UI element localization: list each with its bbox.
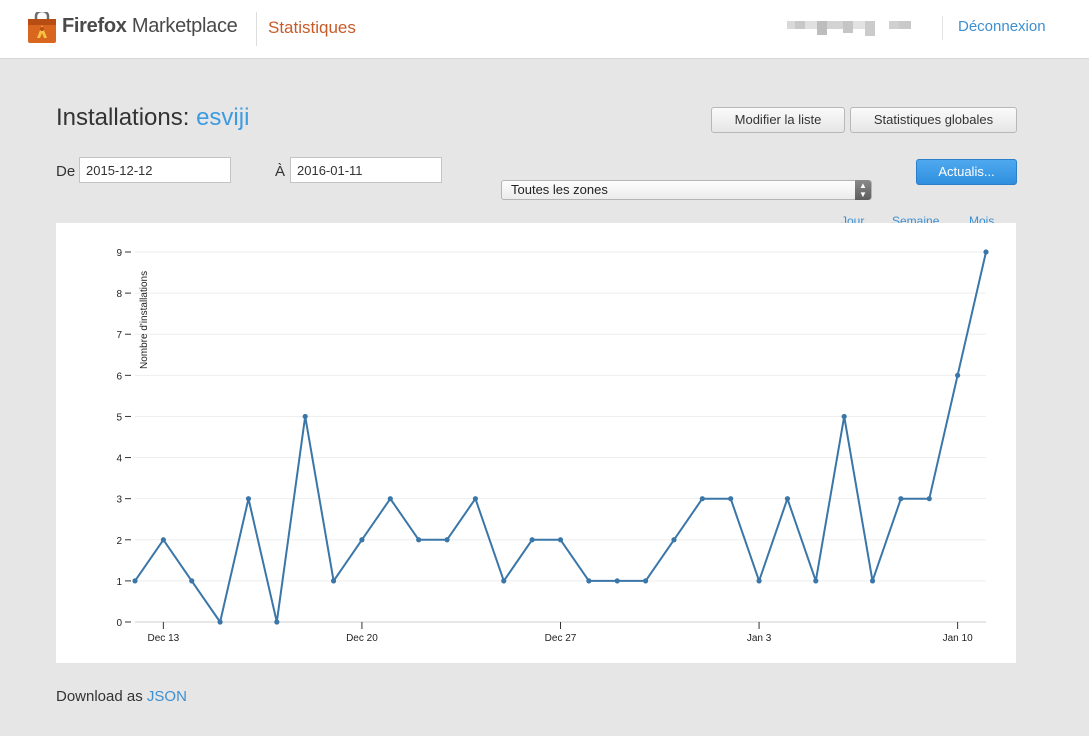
header-divider-right	[942, 16, 943, 40]
data-point	[926, 496, 932, 502]
edit-list-button[interactable]: Modifier la liste	[711, 107, 845, 133]
data-point	[416, 537, 422, 543]
data-point	[586, 578, 592, 584]
y-tick-label: 9	[116, 248, 122, 259]
y-axis-label: Nombre d'installations	[139, 271, 150, 369]
download-section: Download as JSON	[56, 688, 187, 705]
brand-name[interactable]: Firefox Marketplace	[62, 15, 238, 38]
to-label: À	[275, 163, 286, 180]
from-label: De	[56, 163, 76, 180]
data-point	[302, 413, 308, 420]
installs-chart-panel: 0 1 2 3 4 5 6 7 8 9 Nombre d'installations Dec 13 De…	[56, 223, 1016, 663]
series-line	[134, 251, 987, 623]
data-point	[217, 619, 223, 625]
region-select-value: Toutes les zones	[511, 182, 608, 197]
data-point	[245, 496, 252, 502]
data-point	[359, 537, 365, 543]
page-title: Installations: esviji	[56, 104, 249, 132]
download-prefix: Download as	[56, 688, 147, 705]
data-point	[869, 578, 876, 584]
marketplace-bag-icon[interactable]	[26, 12, 58, 44]
region-select[interactable]: Toutes les zones ▲ ▼	[501, 180, 872, 200]
x-tick-label: Dec 13	[148, 633, 180, 644]
data-point	[728, 496, 734, 502]
section-title[interactable]: Statistiques	[268, 18, 356, 37]
data-point	[387, 496, 393, 502]
brand-bold: Firefox	[62, 15, 127, 37]
data-point	[614, 578, 620, 584]
y-tick-label: 0	[116, 618, 122, 629]
to-date-field[interactable]: 2016-01-11	[290, 157, 442, 183]
data-point	[983, 249, 989, 255]
title-prefix: Installations:	[56, 104, 197, 131]
data-point	[529, 537, 535, 543]
y-tick-label: 7	[116, 330, 122, 341]
x-tick-label: Jan 3	[747, 633, 772, 644]
y-tick-label: 8	[116, 289, 122, 300]
data-point	[189, 578, 195, 584]
data-point	[444, 537, 450, 543]
data-point	[784, 496, 791, 502]
data-point	[813, 578, 819, 584]
x-tick-label: Dec 20	[346, 633, 378, 644]
y-tick-label: 1	[116, 577, 122, 588]
installs-line-chart: 0 1 2 3 4 5 6 7 8 9 Nombre d'installations Dec 13 De…	[116, 248, 989, 644]
data-point	[756, 578, 762, 584]
data-point	[274, 619, 280, 625]
data-point	[557, 537, 564, 543]
data-point	[132, 578, 138, 584]
x-tick-label: Jan 10	[943, 633, 973, 644]
data-point	[955, 372, 961, 378]
update-button[interactable]: Actualis...	[916, 159, 1017, 185]
y-tick-label: 4	[116, 454, 122, 465]
data-point	[472, 496, 478, 502]
data-point	[501, 578, 507, 584]
data-point	[671, 537, 677, 543]
x-tick-label: Dec 27	[545, 633, 577, 644]
top-header: Firefox Marketplace Statistiques Déconne…	[0, 0, 1089, 59]
y-tick-label: 3	[116, 495, 122, 506]
data-point	[898, 496, 904, 502]
from-date-field[interactable]: 2015-12-12	[79, 157, 231, 183]
logout-link[interactable]: Déconnexion	[958, 18, 1046, 35]
brand-rest: Marketplace	[126, 15, 238, 37]
y-tick-label: 5	[116, 412, 122, 423]
y-tick-label: 2	[116, 536, 122, 547]
user-email-redacted	[787, 21, 927, 37]
select-arrows-icon[interactable]: ▲ ▼	[855, 180, 871, 200]
header-divider	[256, 12, 257, 46]
data-point	[643, 578, 649, 584]
global-stats-button[interactable]: Statistiques globales	[850, 107, 1017, 133]
data-point	[841, 413, 847, 420]
app-name-link[interactable]: esviji	[196, 104, 250, 131]
y-tick-label: 6	[116, 371, 122, 382]
data-point	[160, 537, 166, 543]
data-point	[699, 496, 705, 502]
download-json-link[interactable]: JSON	[146, 688, 187, 705]
data-point	[330, 578, 337, 584]
